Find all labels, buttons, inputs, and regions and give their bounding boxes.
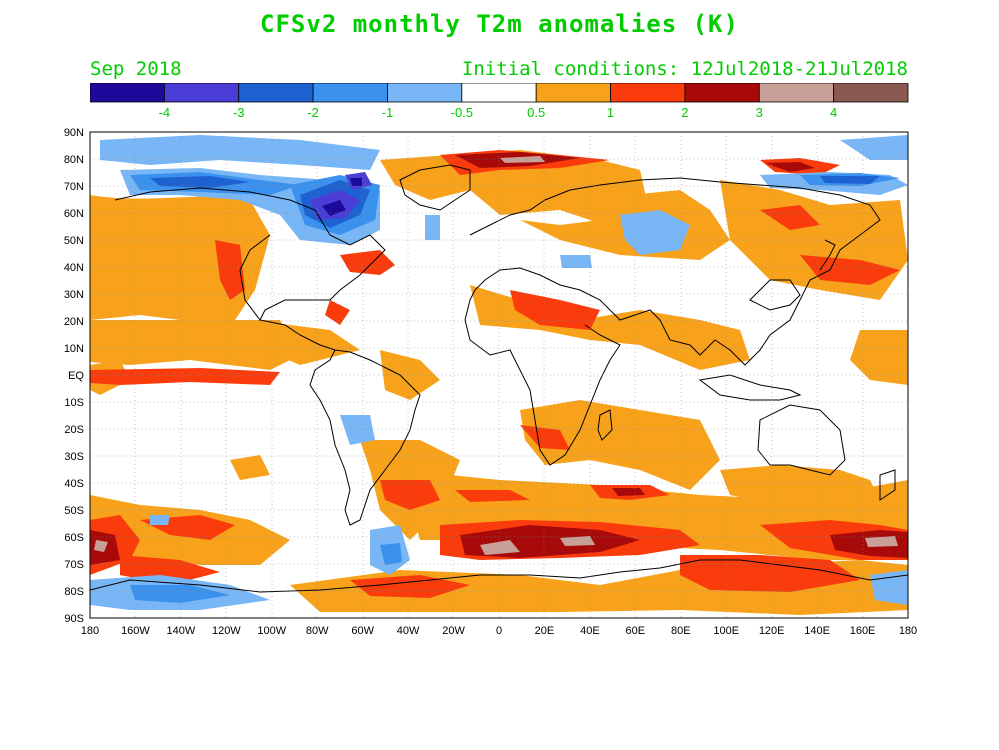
lon-tick-label: 140W (167, 625, 196, 637)
lon-tick-label: 120W (212, 625, 241, 637)
colorbar-label: -4 (159, 105, 171, 120)
lat-tick-label: 90S (64, 613, 84, 625)
lat-tick-label: 50S (64, 505, 84, 517)
valid-month: Sep 2018 (90, 58, 182, 80)
colorbar-label: 4 (830, 105, 837, 120)
lat-tick-label: 20N (64, 316, 84, 328)
lat-tick-label: 20S (64, 424, 84, 436)
colorbar-label: 3 (756, 105, 763, 120)
lon-tick-label: 80E (671, 625, 691, 637)
lat-tick-label: 70N (64, 181, 84, 193)
lon-tick-label: 60E (626, 625, 646, 637)
lon-tick-label: 40E (580, 625, 600, 637)
lon-tick-label: 100W (257, 625, 286, 637)
colorbar-swatch (833, 83, 909, 103)
lat-tick-label: 80S (64, 586, 84, 598)
colorbar: -4 -3 -2 -1 -0.5 0.5 1 2 3 4 (90, 83, 909, 120)
lon-tick-label: 180 (899, 625, 917, 637)
lon-tick-label: 160W (121, 625, 150, 637)
lat-tick-label: 60S (64, 532, 84, 544)
lat-tick-label: 90N (64, 127, 84, 139)
anomaly-positive-extreme (94, 156, 898, 555)
lat-tick-label: 30N (64, 289, 84, 301)
lat-tick-label: 40N (64, 262, 84, 274)
colorbar-label: 0.5 (527, 105, 545, 120)
lon-tick-label: 40W (397, 625, 420, 637)
lon-tick-label: 100E (713, 625, 739, 637)
map-title: CFSv2 monthly T2m anomalies (K) (260, 10, 739, 38)
lon-tick-label: 20E (535, 625, 555, 637)
lon-tick-label: 0 (496, 625, 502, 637)
lon-tick-label: 80W (306, 625, 329, 637)
colorbar-label: -1 (382, 105, 394, 120)
lat-tick-label: 80N (64, 154, 84, 166)
lat-tick-label: 10N (64, 343, 84, 355)
lat-tick-label: 50N (64, 235, 84, 247)
lon-tick-label: 60W (351, 625, 374, 637)
lat-tick-label: 10S (64, 397, 84, 409)
initial-conditions: Initial conditions: 12Jul2018-21Jul2018 (461, 58, 908, 80)
lat-tick-label: 40S (64, 478, 84, 490)
colorbar-label: 1 (607, 105, 614, 120)
plot-frame (89, 131, 909, 619)
lat-tick-label: 60N (64, 208, 84, 220)
graticule (90, 132, 908, 618)
colorbar-label: -2 (307, 105, 319, 120)
anomaly-negative-extreme (322, 178, 362, 216)
colorbar-label: 2 (681, 105, 688, 120)
lon-tick-label: 160E (850, 625, 876, 637)
anomaly-negative-strong (150, 176, 880, 228)
lat-tick-label: 70S (64, 559, 84, 571)
lat-tick-label: EQ (68, 370, 84, 382)
lon-tick-label: 140E (804, 625, 830, 637)
lat-tick-label: 30S (64, 451, 84, 463)
lon-tick-label: 20W (442, 625, 465, 637)
lon-tick-label: 120E (759, 625, 785, 637)
colorbar-label: -0.5 (451, 105, 473, 120)
lon-tick-label: 180 (81, 625, 99, 637)
colorbar-label: -3 (233, 105, 245, 120)
